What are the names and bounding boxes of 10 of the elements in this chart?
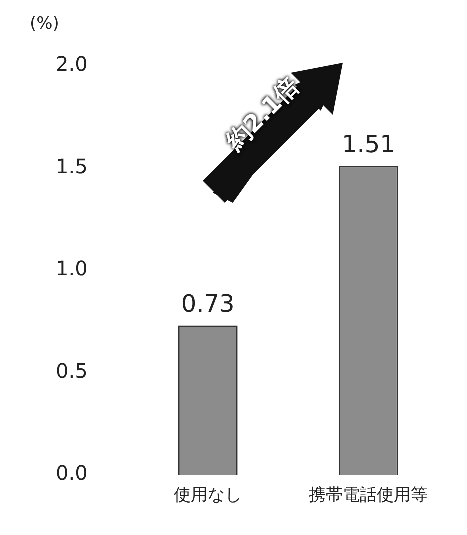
- y-tick-label: 1.5: [56, 154, 88, 178]
- data-label: 0.73: [181, 290, 235, 318]
- x-tick-label: 使用なし: [174, 486, 242, 506]
- y-tick-label: 0.0: [56, 461, 88, 486]
- y-tick-label: 0.5: [56, 358, 88, 383]
- x-tick-label: 携帯電話使用等: [309, 486, 428, 506]
- data-label: 1.51: [342, 130, 396, 158]
- y-axis-title: (%): [30, 14, 60, 34]
- y-tick-label: 1.0: [56, 256, 88, 281]
- y-tick-label: 2.0: [56, 52, 88, 76]
